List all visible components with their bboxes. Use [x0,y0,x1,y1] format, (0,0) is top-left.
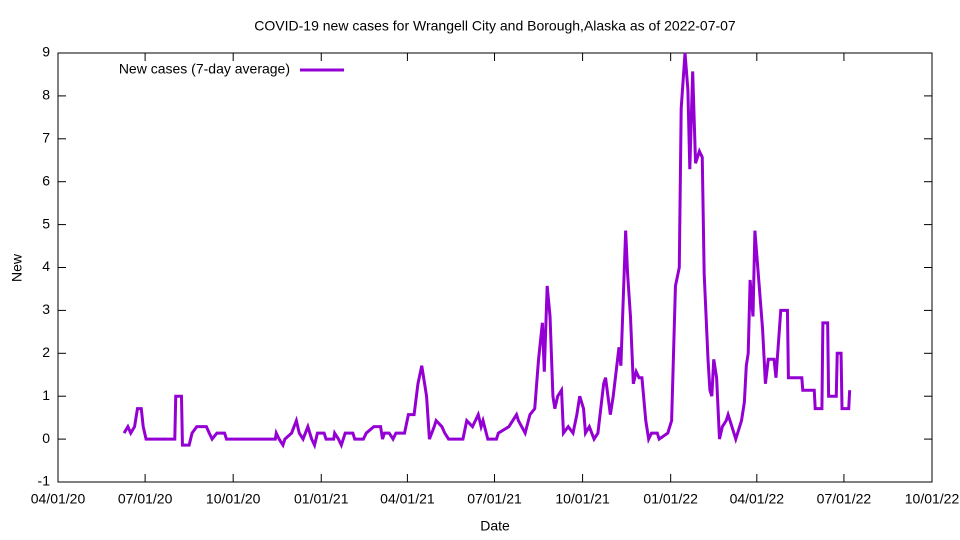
y-tick-label: 7 [42,130,50,146]
y-tick-label: 6 [42,172,50,188]
y-tick-label: 4 [42,258,50,274]
legend-label: New cases (7-day average) [119,61,290,77]
x-tick-label: 01/01/22 [643,491,698,507]
x-tick-label: 10/01/20 [206,491,261,507]
y-tick-label: 5 [42,215,50,231]
x-tick-label: 07/01/22 [817,491,872,507]
x-tick-label: 04/01/22 [730,491,785,507]
y-tick-label: 3 [42,301,50,317]
x-axis-label: Date [480,518,510,534]
x-tick-label: 10/01/21 [555,491,610,507]
chart-title: COVID-19 new cases for Wrangell City and… [254,18,736,34]
x-tick-label: 07/01/20 [118,491,173,507]
y-tick-label: 2 [42,344,50,360]
y-tick-label: 9 [42,44,50,60]
y-tick-label: 1 [42,387,50,403]
y-tick-label: -1 [38,473,51,489]
y-tick-label: 0 [42,430,50,446]
x-tick-label: 07/01/21 [467,491,522,507]
x-tick-label: 10/01/22 [905,491,960,507]
y-tick-label: 8 [42,87,50,103]
series-line [122,52,852,450]
plot-border [57,52,933,483]
x-tick-label: 04/01/21 [380,491,435,507]
x-tick-label: 01/01/21 [294,491,349,507]
x-tick-label: 04/01/20 [31,491,86,507]
y-axis-label: New [9,253,25,282]
